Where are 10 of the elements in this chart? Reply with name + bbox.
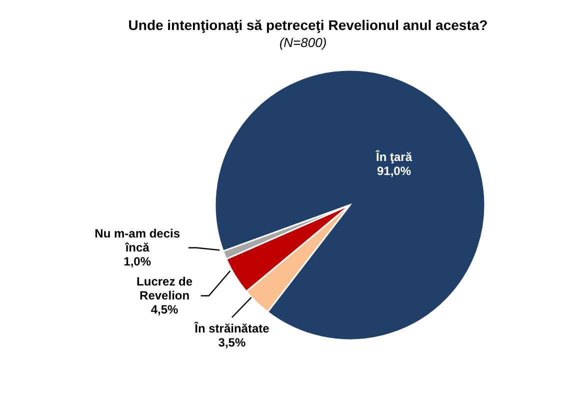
data-label: 4,5%: [150, 302, 179, 317]
data-label: 3,5%: [218, 335, 246, 350]
slice-label: În străinătate: [194, 321, 270, 336]
slice-label: Nu m-am decis încă: [94, 226, 180, 255]
slice-label: În ţară: [375, 150, 412, 164]
data-label: 91,0%: [377, 164, 412, 178]
data-label: 1,0%: [124, 254, 152, 269]
slice-label: Lucrez de Revelion: [136, 274, 193, 303]
chart-subtitle: (N=800): [278, 35, 328, 50]
chart-title: Unde intenţionaţi să petreceţi Revelionul anul acesta?: [127, 17, 489, 33]
